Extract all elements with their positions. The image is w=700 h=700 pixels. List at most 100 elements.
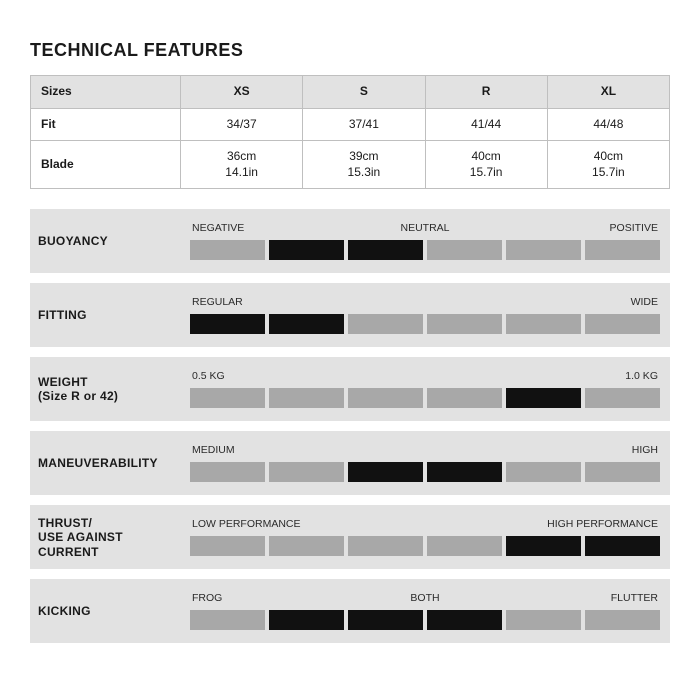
segment <box>269 240 344 260</box>
bar-label-left: FROG <box>192 592 347 606</box>
table-row: Blade36cm14.1in39cm15.3in40cm15.7in40cm1… <box>31 141 670 189</box>
bar-label-right: HIGH <box>503 444 658 458</box>
segment <box>506 610 581 630</box>
segment <box>506 240 581 260</box>
bar-label-right: POSITIVE <box>503 222 658 236</box>
bar-label-center <box>347 296 502 310</box>
segment <box>269 462 344 482</box>
cell: 36cm14.1in <box>181 141 303 189</box>
segment <box>427 536 502 556</box>
spec-header-size: XL <box>547 76 669 109</box>
feature-bar: LOW PERFORMANCE HIGH PERFORMANCE <box>190 505 670 569</box>
spec-header-size: XS <box>181 76 303 109</box>
segment <box>506 388 581 408</box>
feature-label: WEIGHT(Size R or 42) <box>30 375 190 404</box>
segment <box>506 536 581 556</box>
segment <box>585 388 660 408</box>
segment <box>506 314 581 334</box>
feature-bar: MEDIUM HIGH <box>190 431 670 495</box>
spec-header-label: Sizes <box>31 76 181 109</box>
bar-labels: REGULAR WIDE <box>190 296 660 310</box>
feature-row: THRUST/USE AGAINSTCURRENTLOW PERFORMANCE… <box>30 505 670 569</box>
segment <box>269 388 344 408</box>
segment <box>269 610 344 630</box>
feature-row: BUOYANCYNEGATIVENEUTRALPOSITIVE <box>30 209 670 273</box>
bar-labels: MEDIUM HIGH <box>190 444 660 458</box>
segments <box>190 388 660 408</box>
segment <box>585 536 660 556</box>
segment <box>427 610 502 630</box>
bar-label-left: 0.5 KG <box>192 370 347 384</box>
segment <box>585 462 660 482</box>
segment <box>427 240 502 260</box>
bar-labels: LOW PERFORMANCE HIGH PERFORMANCE <box>190 518 660 532</box>
cell: 40cm15.7in <box>425 141 547 189</box>
segment <box>190 240 265 260</box>
segment <box>585 314 660 334</box>
segment <box>427 388 502 408</box>
section-title: TECHNICAL FEATURES <box>30 40 670 61</box>
feature-row: WEIGHT(Size R or 42)0.5 KG 1.0 KG <box>30 357 670 421</box>
feature-bar: REGULAR WIDE <box>190 283 670 347</box>
feature-bar: NEGATIVENEUTRALPOSITIVE <box>190 209 670 273</box>
segments <box>190 314 660 334</box>
cell: 34/37 <box>181 108 303 141</box>
bar-label-right: WIDE <box>503 296 658 310</box>
segments <box>190 462 660 482</box>
bar-label-right: HIGH PERFORMANCE <box>503 518 658 532</box>
bar-label-center <box>347 444 502 458</box>
spec-header-size: S <box>303 76 425 109</box>
segment <box>348 314 423 334</box>
segment <box>348 610 423 630</box>
bar-label-center: NEUTRAL <box>347 222 502 236</box>
segment <box>269 314 344 334</box>
segment <box>585 240 660 260</box>
segment <box>585 610 660 630</box>
bar-label-left: MEDIUM <box>192 444 347 458</box>
row-label: Fit <box>31 108 181 141</box>
bar-labels: NEGATIVENEUTRALPOSITIVE <box>190 222 660 236</box>
segment <box>506 462 581 482</box>
segment <box>190 388 265 408</box>
feature-label: FITTING <box>30 308 190 322</box>
feature-label: MANEUVERABILITY <box>30 456 190 470</box>
bar-label-left: REGULAR <box>192 296 347 310</box>
feature-label: KICKING <box>30 604 190 618</box>
bar-label-left: NEGATIVE <box>192 222 347 236</box>
cell: 40cm15.7in <box>547 141 669 189</box>
segment <box>190 610 265 630</box>
segment <box>348 388 423 408</box>
feature-row: FITTINGREGULAR WIDE <box>30 283 670 347</box>
segment <box>190 462 265 482</box>
bar-label-left: LOW PERFORMANCE <box>192 518 347 532</box>
cell: 41/44 <box>425 108 547 141</box>
spec-header-size: R <box>425 76 547 109</box>
feature-label: BUOYANCY <box>30 234 190 248</box>
feature-label: THRUST/USE AGAINSTCURRENT <box>30 516 190 559</box>
feature-bar: FROGBOTHFLUTTER <box>190 579 670 643</box>
bar-label-right: FLUTTER <box>503 592 658 606</box>
bar-labels: 0.5 KG 1.0 KG <box>190 370 660 384</box>
bar-label-center <box>347 518 502 532</box>
feature-row: KICKINGFROGBOTHFLUTTER <box>30 579 670 643</box>
segment <box>427 314 502 334</box>
bar-labels: FROGBOTHFLUTTER <box>190 592 660 606</box>
segment <box>427 462 502 482</box>
segment <box>348 536 423 556</box>
segment <box>348 462 423 482</box>
feature-bar: 0.5 KG 1.0 KG <box>190 357 670 421</box>
segment <box>348 240 423 260</box>
segment <box>269 536 344 556</box>
spec-table: SizesXSSRXL Fit34/3737/4141/4444/48Blade… <box>30 75 670 189</box>
cell: 37/41 <box>303 108 425 141</box>
segment <box>190 314 265 334</box>
bar-label-center: BOTH <box>347 592 502 606</box>
table-row: Fit34/3737/4141/4444/48 <box>31 108 670 141</box>
segments <box>190 610 660 630</box>
bar-label-center <box>347 370 502 384</box>
feature-row: MANEUVERABILITYMEDIUM HIGH <box>30 431 670 495</box>
cell: 39cm15.3in <box>303 141 425 189</box>
segment <box>190 536 265 556</box>
segments <box>190 536 660 556</box>
bar-label-right: 1.0 KG <box>503 370 658 384</box>
